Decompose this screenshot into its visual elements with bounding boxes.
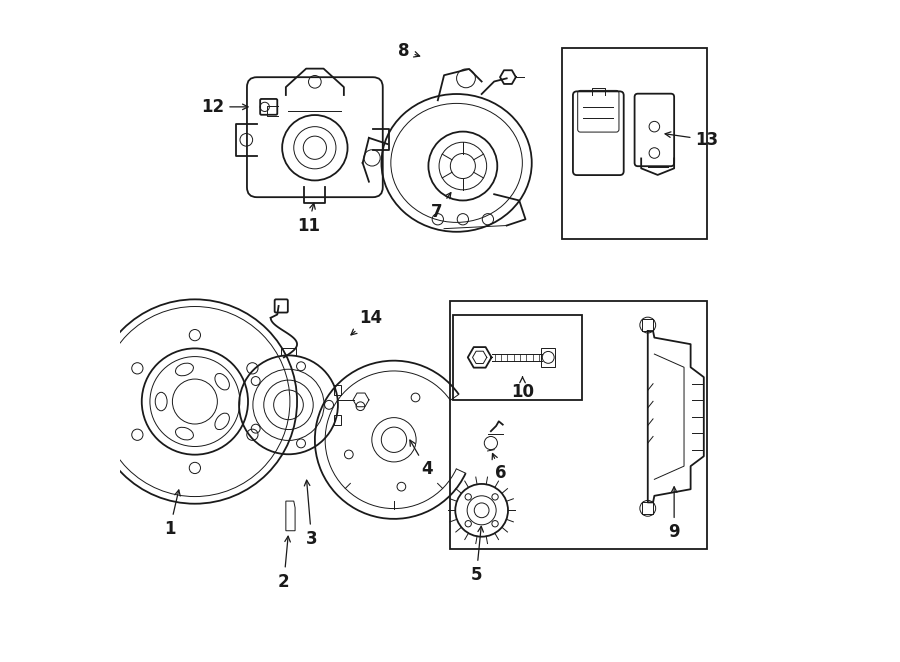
- Bar: [334, 414, 341, 424]
- Text: 13: 13: [665, 131, 719, 149]
- Bar: [334, 385, 341, 395]
- Text: 1: 1: [164, 490, 180, 538]
- Text: 12: 12: [201, 98, 248, 116]
- Text: 3: 3: [304, 480, 318, 547]
- Text: 9: 9: [669, 487, 680, 541]
- Text: 2: 2: [278, 536, 291, 591]
- Bar: [450, 301, 707, 549]
- Text: 7: 7: [431, 193, 451, 221]
- Bar: [454, 314, 581, 401]
- Text: 8: 8: [398, 42, 419, 60]
- Text: 14: 14: [351, 308, 382, 335]
- Text: 6: 6: [492, 453, 507, 482]
- Bar: [541, 348, 555, 367]
- Text: 4: 4: [410, 440, 433, 479]
- Text: 10: 10: [511, 377, 534, 401]
- Bar: [562, 48, 707, 239]
- Text: 11: 11: [297, 203, 320, 234]
- Text: 5: 5: [471, 526, 483, 584]
